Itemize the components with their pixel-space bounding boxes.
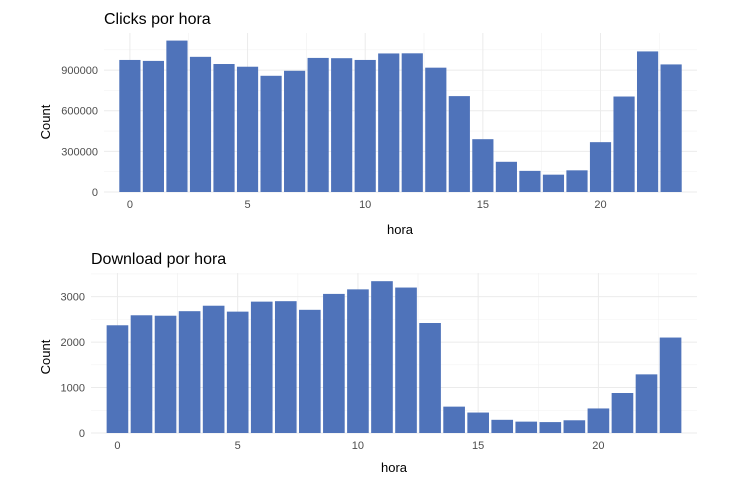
downloads-bar-hour-9: [323, 293, 345, 433]
downloads-bar-hour-14: [443, 406, 465, 433]
clicks-bar-hour-12: [401, 53, 423, 193]
downloads-bar-hour-20: [587, 408, 610, 433]
y-tick-label: 3000: [61, 292, 85, 304]
clicks-bar-hour-17: [519, 170, 541, 192]
clicks-bar-hour-15: [472, 139, 494, 192]
downloads-bar-hour-2: [154, 315, 177, 433]
downloads-bar-hour-11: [371, 281, 393, 433]
x-tick-label: 10: [352, 440, 364, 452]
clicks-bar-hour-13: [425, 67, 447, 192]
clicks-bar-hour-18: [542, 174, 565, 192]
y-tick-label: 0: [79, 428, 85, 440]
clicks-bar-hour-23: [660, 64, 682, 192]
x-tick-label: 10: [359, 199, 371, 211]
downloads-chart-panel: 0 1000 2000 3000 0 5 10 15 20 Download por hora…: [38, 251, 697, 475]
clicks-bar-hour-8: [307, 57, 329, 192]
downloads-bar-hour-21: [611, 393, 634, 433]
downloads-bar-hour-16: [491, 419, 514, 433]
clicks-chart-panel: 0 300000 600000 900000 0 5 10 15 20 Clicks por …: [38, 11, 697, 237]
downloads-y-axis-title: Count: [38, 339, 53, 374]
y-tick-label: 900000: [61, 65, 98, 77]
clicks-bar-hour-10: [354, 59, 376, 192]
x-tick-label: 20: [594, 199, 606, 211]
clicks-bar-hour-6: [260, 75, 282, 192]
clicks-bar-hour-22: [636, 51, 659, 192]
clicks-bar-hour-16: [495, 161, 517, 192]
downloads-bar-hour-8: [299, 309, 321, 433]
downloads-bar-hour-6: [250, 301, 273, 433]
downloads-bar-hour-23: [659, 337, 682, 433]
x-tick-label: 5: [244, 199, 250, 211]
clicks-bar-hour-4: [213, 64, 235, 192]
downloads-chart-title: Download por hora: [91, 251, 226, 268]
x-tick-label: 5: [235, 440, 241, 452]
clicks-bar-hour-21: [613, 96, 635, 192]
downloads-bar-hour-10: [347, 289, 369, 433]
downloads-bar-hour-1: [130, 315, 153, 433]
clicks-bar-hour-3: [189, 56, 212, 192]
downloads-bar-hour-18: [539, 422, 562, 433]
downloads-x-axis-title: hora: [381, 460, 408, 475]
clicks-bar-hour-0: [119, 59, 141, 192]
downloads-bar-hour-22: [635, 374, 658, 433]
clicks-bar-hour-11: [378, 53, 400, 193]
clicks-bar-hour-2: [166, 40, 188, 193]
clicks-chart-title: Clicks por hora: [104, 11, 211, 28]
downloads-bars: [106, 281, 682, 433]
clicks-bar-hour-19: [566, 170, 588, 192]
clicks-bar-hour-1: [142, 60, 165, 192]
y-tick-label: 1000: [61, 383, 85, 395]
clicks-bar-hour-14: [448, 96, 470, 192]
downloads-x-tick-labels: 0 5 10 15 20: [114, 440, 604, 452]
clicks-bar-hour-20: [589, 142, 612, 192]
clicks-y-tick-labels: 0 300000 600000 900000: [61, 65, 98, 199]
downloads-bar-hour-17: [515, 421, 538, 433]
x-tick-label: 0: [114, 440, 120, 452]
x-tick-label: 15: [477, 199, 489, 211]
downloads-y-tick-labels: 0 1000 2000 3000: [61, 292, 85, 440]
clicks-x-tick-labels: 0 5 10 15 20: [127, 199, 607, 211]
downloads-bar-hour-7: [274, 301, 297, 433]
downloads-bar-hour-15: [467, 412, 489, 433]
clicks-y-axis-title: Count: [38, 104, 53, 139]
downloads-bar-hour-19: [563, 420, 586, 433]
downloads-bar-hour-3: [178, 311, 201, 433]
x-tick-label: 15: [472, 440, 484, 452]
clicks-bars: [119, 40, 682, 193]
clicks-bar-hour-9: [331, 58, 353, 193]
x-tick-label: 20: [592, 440, 604, 452]
downloads-bar-hour-5: [226, 311, 249, 433]
downloads-bar-hour-0: [106, 325, 129, 433]
downloads-bar-hour-4: [202, 305, 225, 433]
y-tick-label: 600000: [61, 106, 98, 118]
downloads-bar-hour-13: [419, 323, 441, 433]
y-tick-label: 2000: [61, 337, 85, 349]
clicks-x-axis-title: hora: [387, 222, 414, 237]
y-tick-label: 300000: [61, 146, 98, 158]
x-tick-label: 0: [127, 199, 133, 211]
downloads-bar-hour-12: [395, 287, 417, 433]
clicks-bar-hour-7: [284, 70, 306, 192]
clicks-bar-hour-5: [236, 66, 259, 192]
y-tick-label: 0: [92, 187, 98, 199]
